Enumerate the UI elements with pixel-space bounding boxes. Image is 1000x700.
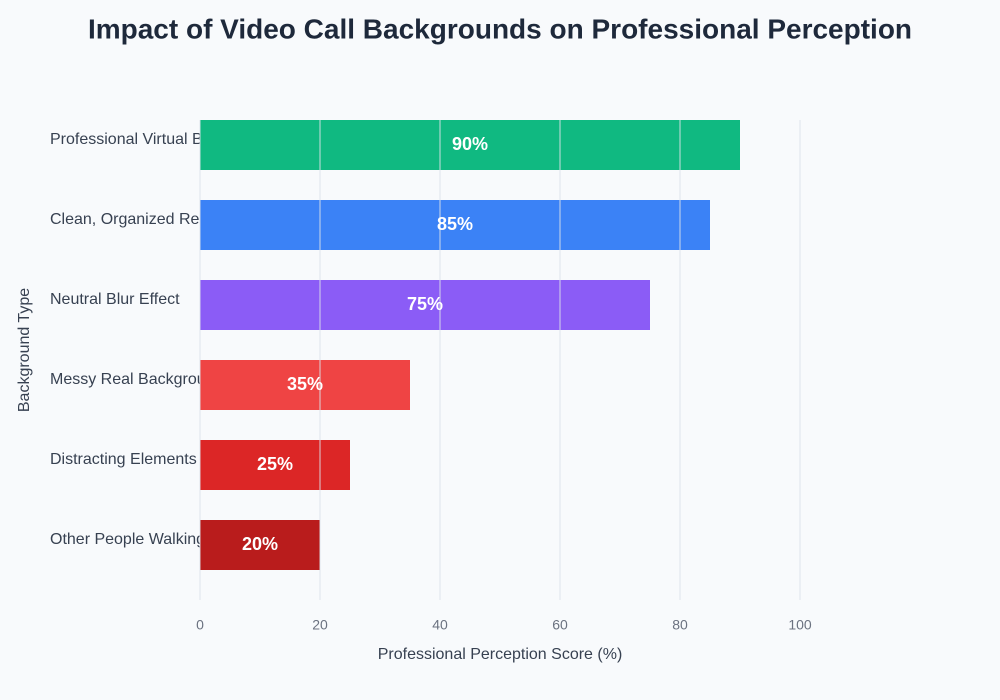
y-tick-label: Clean, Organized Re — [50, 211, 200, 228]
x-tick-label: 100 — [788, 617, 812, 633]
x-tick-label: 0 — [196, 617, 204, 633]
value-label: 90% — [452, 134, 488, 154]
chart-title: Impact of Video Call Backgrounds on Prof… — [88, 13, 912, 44]
bar — [200, 200, 710, 250]
value-label: 25% — [257, 454, 293, 474]
value-label: 75% — [407, 294, 443, 314]
bar — [200, 120, 740, 170]
y-tick-label: Distracting Elements — [50, 451, 197, 468]
value-label: 35% — [287, 374, 323, 394]
x-tick-label: 60 — [552, 617, 568, 633]
x-axis-title: Professional Perception Score (%) — [378, 646, 623, 663]
bar — [200, 440, 350, 490]
y-tick-label: Messy Real Backgrou — [50, 371, 206, 388]
x-tick-label: 20 — [312, 617, 328, 633]
x-tick-label: 40 — [432, 617, 448, 633]
x-tick-label: 80 — [672, 617, 688, 633]
bar — [200, 280, 650, 330]
value-label: 20% — [242, 534, 278, 554]
y-tick-label: Neutral Blur Effect — [50, 291, 180, 308]
y-tick-label: Other People Walking — [50, 531, 205, 548]
bar — [200, 520, 320, 570]
value-label: 85% — [437, 214, 473, 234]
y-tick-label: Professional Virtual B — [50, 131, 203, 148]
y-axis-title: Background Type — [16, 288, 33, 412]
bar — [200, 360, 410, 410]
